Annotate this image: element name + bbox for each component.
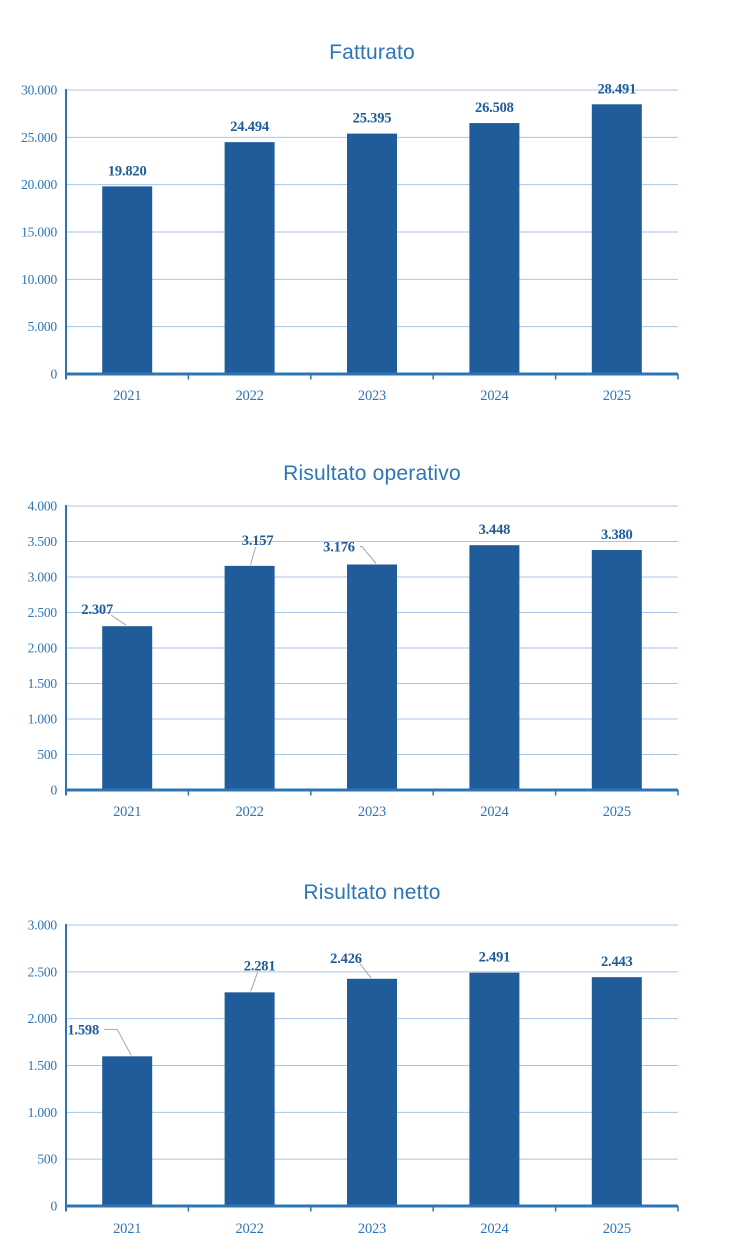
data-label: 28.491 — [597, 81, 636, 97]
bar-2024 — [469, 972, 520, 1206]
x-category-label: 2024 — [480, 804, 509, 820]
x-category-label: 2025 — [603, 804, 631, 820]
y-tick-label: 1.500 — [28, 676, 58, 691]
x-category-label: 2022 — [235, 1221, 263, 1237]
leader-line — [110, 614, 127, 626]
y-tick-label: 1.000 — [28, 1105, 58, 1120]
data-label: 3.157 — [242, 533, 274, 549]
y-tick-label: 2.500 — [28, 605, 58, 620]
data-label: 19.820 — [108, 163, 147, 179]
x-category-label: 2023 — [358, 804, 386, 820]
data-label: 26.508 — [475, 100, 514, 116]
bar-2023 — [347, 564, 397, 790]
chart-title-risultato-operativo: Risultato operativo — [283, 462, 461, 485]
bar-2021 — [102, 186, 153, 374]
y-tick-label: 0 — [50, 367, 57, 382]
y-tick-label: 3.000 — [28, 570, 58, 585]
y-tick-label: 3.500 — [28, 534, 58, 549]
bar-2025 — [591, 550, 642, 790]
y-tick-label: 25.000 — [21, 130, 57, 145]
data-label: 1.598 — [67, 1022, 99, 1038]
data-label: 2.426 — [330, 951, 362, 967]
y-tick-label: 2.000 — [28, 1011, 58, 1026]
bar-2025 — [591, 977, 642, 1206]
bar-2024 — [469, 545, 520, 790]
y-tick-label: 0 — [50, 1199, 57, 1214]
bar-2023 — [347, 133, 397, 374]
x-category-label: 2025 — [603, 1221, 631, 1237]
y-tick-label: 3.000 — [28, 918, 58, 933]
x-category-label: 2021 — [113, 1221, 141, 1237]
y-tick-label: 500 — [37, 1152, 57, 1167]
y-tick-label: 500 — [37, 747, 57, 762]
x-category-label: 2023 — [358, 388, 386, 404]
y-tick-label: 4.000 — [28, 499, 58, 514]
x-category-label: 2021 — [113, 388, 141, 404]
y-tick-label: 15.000 — [21, 225, 57, 240]
x-category-label: 2021 — [113, 804, 141, 820]
data-label: 25.395 — [353, 111, 392, 127]
chart-title-fatturato: Fatturato — [329, 41, 415, 64]
data-label: 2.443 — [601, 954, 633, 970]
y-tick-label: 0 — [50, 783, 57, 798]
data-label: 2.307 — [81, 602, 113, 618]
y-tick-label: 1.500 — [28, 1058, 58, 1073]
leader-line — [360, 546, 377, 564]
x-category-label: 2024 — [480, 388, 509, 404]
y-tick-label: 2.500 — [28, 964, 58, 979]
data-label: 2.281 — [244, 958, 276, 974]
data-label: 24.494 — [230, 119, 269, 135]
bar-2021 — [102, 1056, 153, 1206]
y-tick-label: 30.000 — [21, 83, 57, 98]
y-tick-label: 20.000 — [21, 177, 57, 192]
x-category-label: 2022 — [235, 388, 263, 404]
leader-line — [250, 546, 257, 565]
chart-title-risultato-netto: Risultato netto — [303, 881, 441, 904]
bar-2022 — [224, 565, 275, 790]
bar-2023 — [347, 978, 397, 1206]
y-tick-label: 10.000 — [21, 272, 57, 287]
data-label: 3.176 — [323, 540, 355, 556]
leader-line — [250, 972, 259, 992]
x-category-label: 2023 — [358, 1221, 386, 1237]
x-category-label: 2025 — [603, 388, 631, 404]
y-tick-label: 2.000 — [28, 641, 58, 656]
bar-2025 — [591, 104, 642, 374]
bar-2022 — [224, 992, 275, 1206]
x-category-label: 2022 — [235, 804, 263, 820]
data-label: 3.448 — [479, 522, 511, 538]
bar-2021 — [102, 626, 153, 790]
bar-2024 — [469, 123, 520, 374]
data-label: 2.491 — [479, 950, 511, 966]
y-tick-label: 1.000 — [28, 712, 58, 727]
x-category-label: 2024 — [480, 1221, 509, 1237]
leader-line — [104, 1028, 132, 1056]
leader-line — [359, 963, 372, 979]
y-tick-label: 5.000 — [28, 319, 58, 334]
bar-2022 — [224, 142, 275, 374]
data-label: 3.380 — [601, 527, 633, 543]
